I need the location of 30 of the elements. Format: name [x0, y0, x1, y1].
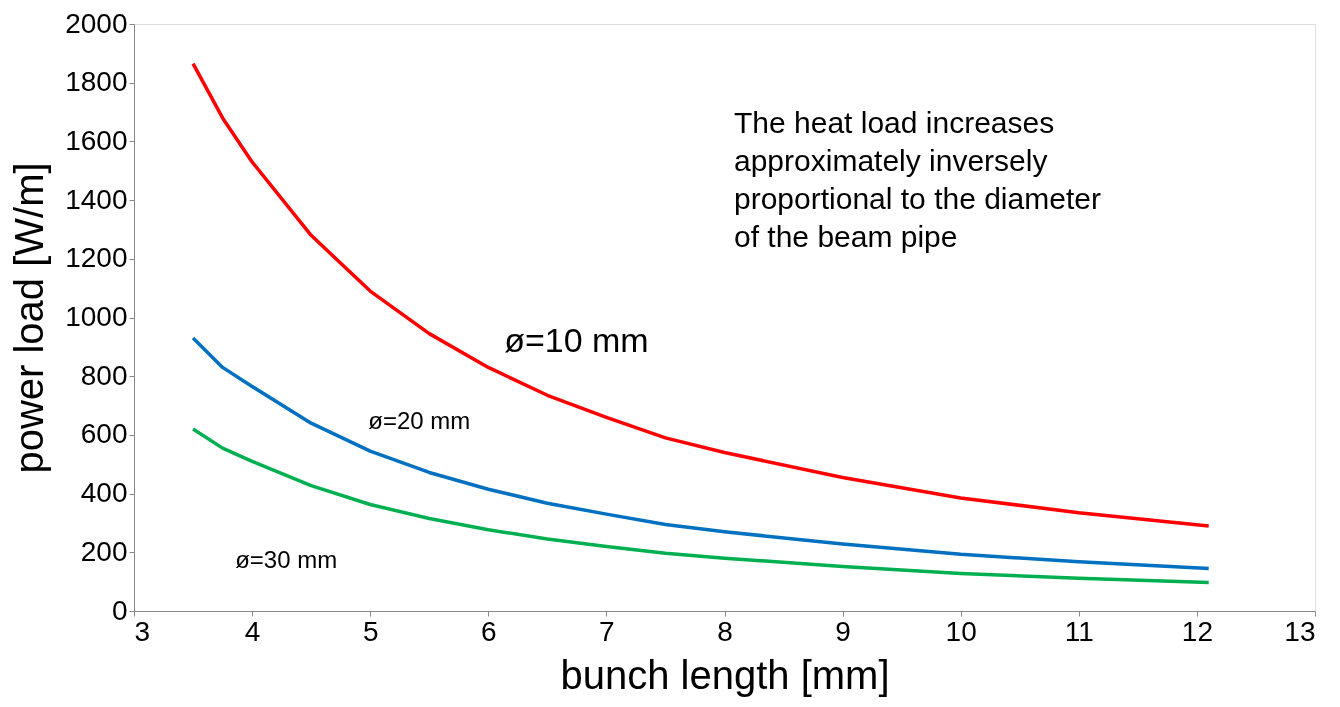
- x-tick-label: 8: [717, 615, 733, 647]
- y-tick-label: 2000: [65, 7, 128, 39]
- y-axis-title: power load [W/m]: [7, 162, 52, 474]
- x-tick-label: 13: [1284, 615, 1316, 647]
- y-tick-label: 0: [111, 594, 128, 626]
- y-tick-label: 1600: [65, 124, 128, 156]
- x-tick-label: 9: [835, 615, 851, 647]
- x-tick-label: 3: [134, 615, 151, 647]
- x-tick-label: 11: [1064, 615, 1094, 647]
- x-tick-label: 4: [244, 615, 261, 647]
- y-tick-label: 1800: [65, 66, 128, 98]
- x-tick-label: 12: [1181, 615, 1213, 647]
- annotation: The heat load increases approximately inversely proportional to the diameter of the beam pipe: [734, 106, 1101, 253]
- x-tick-label: 6: [481, 615, 497, 647]
- x-tick-label: 7: [599, 615, 615, 647]
- y-tick-label: 1200: [65, 242, 128, 274]
- line-series: [191, 61, 1211, 528]
- x-tick-label: 10: [945, 615, 977, 647]
- y-tick-label: 200: [80, 535, 128, 567]
- y-tick-label: 600: [80, 418, 128, 450]
- y-tick-label: 800: [80, 359, 128, 391]
- x-axis-title: bunch length [mm]: [560, 652, 890, 697]
- y-tick-label: 400: [80, 477, 128, 509]
- line-series: [191, 427, 1211, 585]
- y-tick-label: 1000: [65, 301, 128, 332]
- text: ø=30 mm: [235, 545, 338, 573]
- x-tick-label: 5: [362, 615, 379, 647]
- y-tick-label: 1400: [65, 183, 128, 215]
- series-label: ø=10 mm: [504, 321, 649, 360]
- series-label: ø=20 mm: [368, 407, 471, 435]
